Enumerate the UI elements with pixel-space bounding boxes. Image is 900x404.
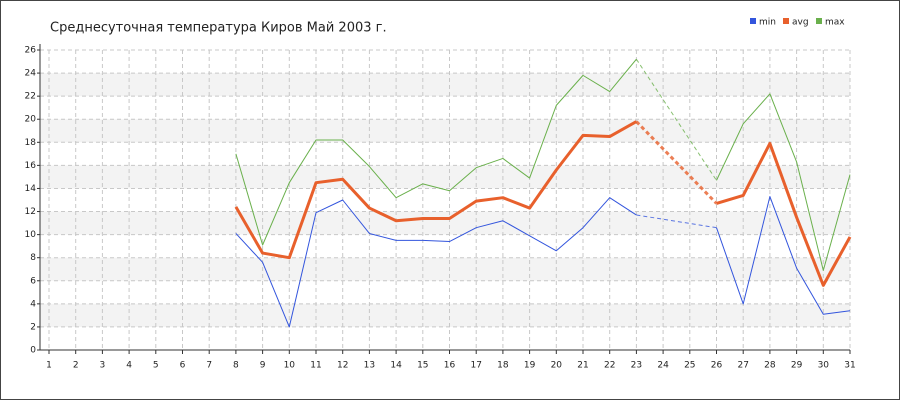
x-tick-label: 22: [604, 361, 615, 371]
x-tick-label: 13: [364, 361, 375, 371]
y-tick-label: 8: [30, 253, 36, 263]
legend-label: max: [825, 18, 845, 28]
y-tick-label: 4: [30, 299, 36, 309]
y-tick-label: 18: [25, 138, 37, 148]
x-tick-label: 28: [764, 361, 776, 371]
x-tick-label: 18: [497, 361, 509, 371]
y-tick-label: 20: [25, 115, 37, 125]
x-tick-label: 31: [844, 361, 855, 371]
x-tick-label: 20: [551, 361, 563, 371]
grid-band: [40, 211, 850, 235]
x-tick-label: 4: [126, 361, 132, 371]
y-tick-label: 12: [25, 207, 36, 217]
x-tick-label: 1: [46, 361, 52, 371]
line-max: [235, 58, 851, 271]
grid-band: [40, 119, 850, 143]
chart-title: Среднесуточная температура Киров Май 200…: [50, 21, 387, 36]
y-tick-label: 26: [25, 46, 37, 56]
legend-swatch: [750, 18, 756, 24]
x-tick-label: 24: [657, 361, 669, 371]
y-tick-label: 22: [25, 92, 36, 102]
x-tick-label: 12: [337, 361, 348, 371]
x-tick-label: 6: [180, 361, 186, 371]
legend-label: avg: [792, 18, 809, 28]
x-tick-label: 21: [577, 361, 588, 371]
x-tick-label: 3: [100, 361, 106, 371]
y-tick-label: 24: [25, 69, 37, 79]
y-tick-label: 14: [25, 184, 37, 194]
legend-label: min: [759, 18, 776, 28]
grid-band: [40, 165, 850, 189]
x-tick-label: 15: [417, 361, 428, 371]
x-tick-label: 9: [260, 361, 266, 371]
x-tick-label: 17: [470, 361, 481, 371]
grid-band: [40, 73, 850, 97]
line-avg: [234, 120, 852, 287]
x-tick-label: 8: [233, 361, 239, 371]
y-tick-label: 6: [30, 276, 36, 286]
grid-band: [40, 257, 850, 281]
x-tick-label: 19: [524, 361, 536, 371]
y-tick-label: 16: [25, 161, 37, 171]
y-tick-label: 2: [30, 322, 36, 332]
x-tick-label: 23: [631, 361, 642, 371]
x-tick-label: 11: [310, 361, 321, 371]
x-tick-label: 26: [711, 361, 723, 371]
x-tick-label: 2: [73, 361, 79, 371]
y-tick-label: 0: [30, 346, 36, 356]
legend-swatch: [816, 18, 822, 24]
x-tick-label: 14: [390, 361, 402, 371]
grid-band: [40, 303, 850, 327]
x-tick-label: 16: [444, 361, 456, 371]
line-min: [235, 196, 851, 328]
x-tick-label: 25: [684, 361, 695, 371]
x-tick-label: 5: [153, 361, 159, 371]
x-tick-label: 27: [737, 361, 748, 371]
gap-bridge: [635, 120, 718, 205]
x-tick-label: 10: [284, 361, 296, 371]
x-tick-label: 29: [791, 361, 803, 371]
x-tick-label: 30: [818, 361, 830, 371]
gap-bridge: [635, 58, 717, 181]
y-tick-label: 10: [25, 230, 37, 240]
x-tick-label: 7: [206, 361, 212, 371]
legend-swatch: [783, 18, 789, 24]
